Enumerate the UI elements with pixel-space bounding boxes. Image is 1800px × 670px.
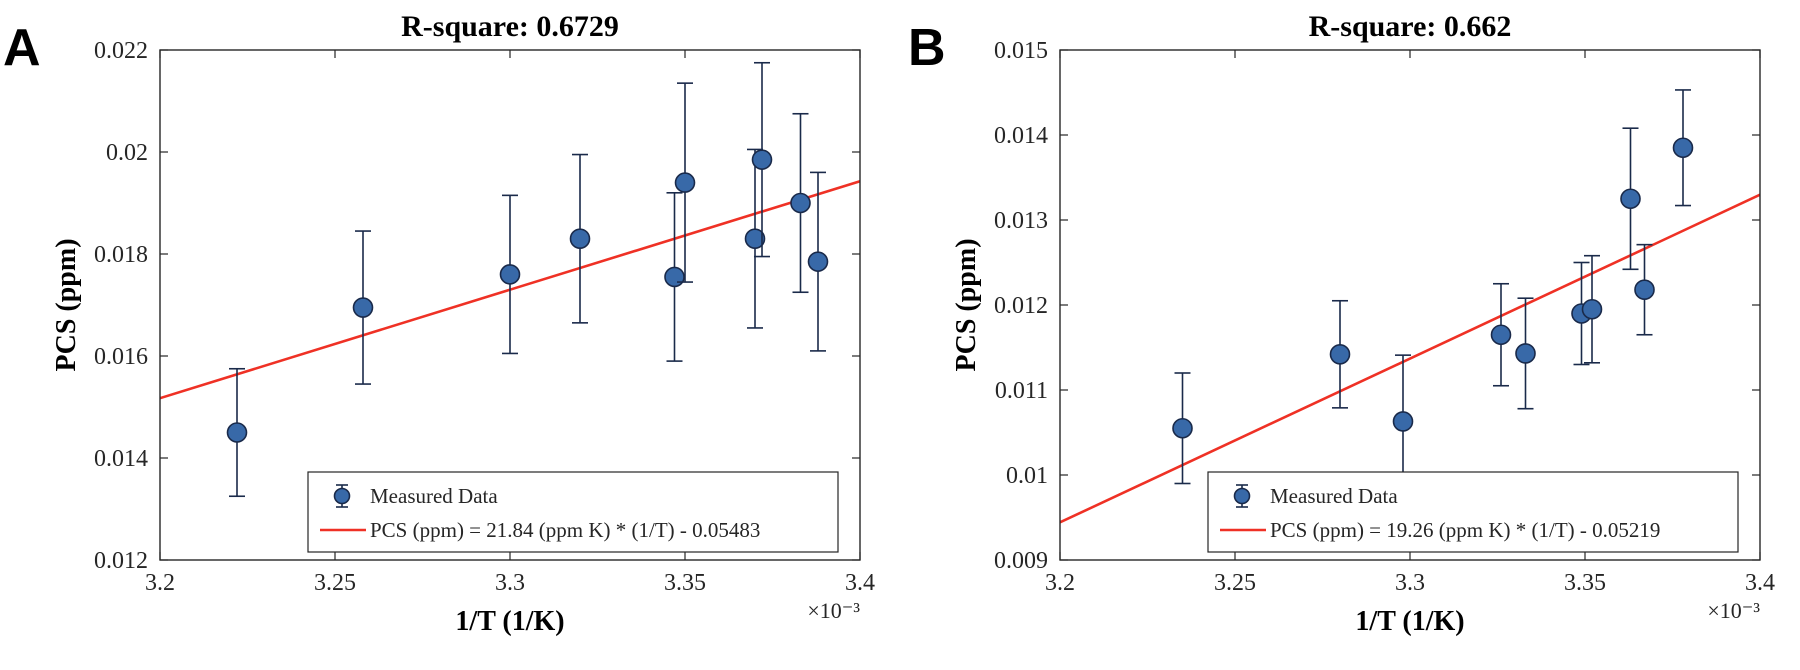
chart-title: R-square: 0.6729 bbox=[401, 10, 619, 43]
ytick-label: 0.012 bbox=[994, 293, 1048, 319]
legend-marker-icon bbox=[335, 489, 350, 504]
legend-label: PCS (ppm) = 21.84 (ppm K) * (1/T) - 0.05… bbox=[370, 518, 760, 542]
xtick-label: 3.4 bbox=[1745, 570, 1775, 596]
data-marker bbox=[791, 194, 810, 213]
x-axis-exponent: ×10⁻³ bbox=[807, 598, 860, 623]
legend: Measured Data PCS (ppm) = 21.84 (ppm K) *… bbox=[308, 472, 838, 552]
ytick-label: 0.016 bbox=[94, 344, 148, 370]
xtick-label: 3.25 bbox=[1214, 570, 1256, 596]
ytick-label: 0.01 bbox=[1006, 463, 1048, 489]
data-marker bbox=[354, 298, 373, 317]
scatter-panel-a: 3.2 3.25 3.3 3.35 3.4 0.012 0.014 0.016 0.018 0.0… bbox=[40, 0, 900, 670]
data-marker bbox=[228, 423, 247, 442]
xtick-label: 3.25 bbox=[314, 570, 356, 596]
x-axis-label: 1/T (1/K) bbox=[455, 606, 564, 637]
ytick-label: 0.012 bbox=[94, 548, 148, 574]
data-marker bbox=[1583, 300, 1602, 319]
ytick-label: 0.011 bbox=[995, 378, 1048, 404]
xtick-label: 3.3 bbox=[1395, 570, 1425, 596]
xtick-label: 3.35 bbox=[1564, 570, 1606, 596]
data-marker bbox=[1331, 345, 1350, 364]
scatter-svg-b: 3.2 3.25 3.3 3.35 3.4 0.009 0.01 0.011 0.012 0.01… bbox=[940, 0, 1800, 670]
ytick-label: 0.009 bbox=[994, 548, 1048, 574]
data-marker bbox=[753, 150, 772, 169]
data-marker bbox=[1516, 344, 1535, 363]
xtick-label: 3.2 bbox=[145, 570, 175, 596]
data-marker bbox=[1674, 138, 1693, 157]
x-axis-label: 1/T (1/K) bbox=[1355, 606, 1464, 637]
data-marker bbox=[1173, 419, 1192, 438]
data-marker bbox=[571, 229, 590, 248]
xtick-label: 3.4 bbox=[845, 570, 875, 596]
data-marker bbox=[1394, 412, 1413, 431]
data-marker bbox=[501, 265, 520, 284]
legend: Measured Data PCS (ppm) = 19.26 (ppm K) *… bbox=[1208, 472, 1738, 552]
data-marker bbox=[1621, 189, 1640, 208]
y-axis-label: PCS (ppm) bbox=[51, 238, 82, 371]
data-marker bbox=[809, 252, 828, 271]
legend-label: Measured Data bbox=[370, 484, 498, 508]
ytick-label: 0.015 bbox=[994, 38, 1048, 64]
data-marker bbox=[676, 173, 695, 192]
scatter-svg-a: 3.2 3.25 3.3 3.35 3.4 0.012 0.014 0.016 0.018 0.0… bbox=[40, 0, 900, 670]
ytick-label: 0.014 bbox=[994, 123, 1048, 149]
scatter-panel-b: 3.2 3.25 3.3 3.35 3.4 0.009 0.01 0.011 0.012 0.01… bbox=[940, 0, 1800, 670]
ytick-label: 0.018 bbox=[94, 242, 148, 268]
ytick-label: 0.022 bbox=[94, 38, 148, 64]
xtick-label: 3.35 bbox=[664, 570, 706, 596]
legend-marker-icon bbox=[1235, 489, 1250, 504]
panel-label-a: A bbox=[3, 18, 41, 78]
y-axis-label: PCS (ppm) bbox=[951, 238, 982, 371]
data-marker bbox=[1492, 325, 1511, 344]
chart-title: R-square: 0.662 bbox=[1309, 10, 1512, 43]
data-marker bbox=[665, 267, 684, 286]
ytick-label: 0.013 bbox=[994, 208, 1048, 234]
legend-label: PCS (ppm) = 19.26 (ppm K) * (1/T) - 0.05… bbox=[1270, 518, 1660, 542]
legend-label: Measured Data bbox=[1270, 484, 1398, 508]
ytick-label: 0.02 bbox=[106, 140, 148, 166]
ytick-label: 0.014 bbox=[94, 446, 148, 472]
figure-container: A 3.2 3.25 3.3 3.35 3.4 0.012 0.014 0.016 0.018 0… bbox=[0, 0, 1800, 670]
xtick-label: 3.3 bbox=[495, 570, 525, 596]
xtick-label: 3.2 bbox=[1045, 570, 1075, 596]
x-axis-exponent: ×10⁻³ bbox=[1707, 598, 1760, 623]
data-marker bbox=[1635, 280, 1654, 299]
